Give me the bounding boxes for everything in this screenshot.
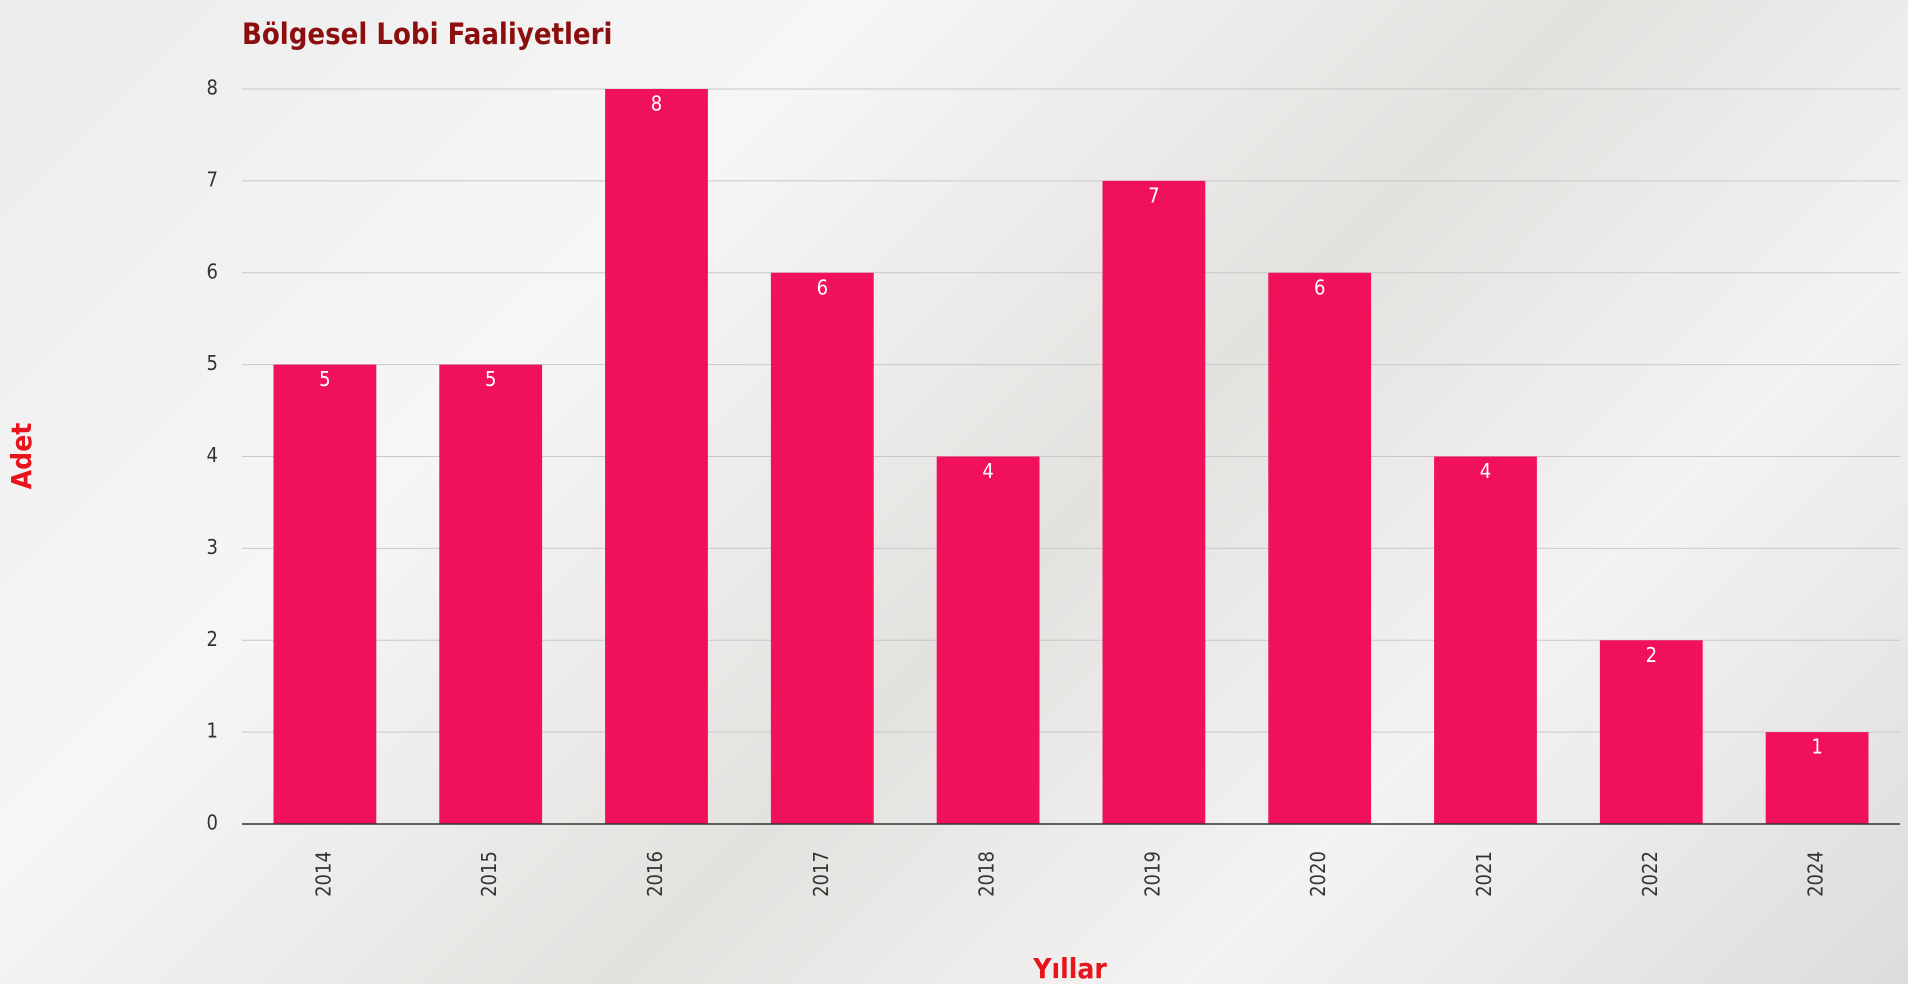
y-tick-label: 3 bbox=[207, 535, 218, 559]
x-axis-label: Yıllar bbox=[1032, 952, 1107, 984]
data-label: 4 bbox=[982, 459, 993, 483]
y-tick-label: 1 bbox=[207, 719, 218, 743]
data-label: 5 bbox=[485, 367, 496, 391]
x-tick-label: 2021 bbox=[1472, 851, 1496, 897]
x-tick-label: 2015 bbox=[477, 851, 501, 897]
y-tick-label: 2 bbox=[207, 627, 218, 651]
page: Bölgesel Lobi Faaliyetleri Yıllar Adet 0… bbox=[0, 0, 1908, 984]
x-tick-label: 2018 bbox=[975, 851, 999, 897]
data-label: 5 bbox=[319, 367, 330, 391]
chart-title: Bölgesel Lobi Faaliyetleri bbox=[242, 17, 612, 51]
x-tick-label: 2017 bbox=[809, 851, 833, 897]
x-tick-label: 2014 bbox=[311, 851, 335, 897]
y-tick-label: 0 bbox=[207, 811, 218, 835]
bar bbox=[937, 457, 1040, 825]
data-label: 8 bbox=[651, 92, 662, 116]
y-axis-label: Adet bbox=[5, 423, 38, 490]
bar bbox=[1103, 181, 1206, 824]
x-tick-label: 2022 bbox=[1638, 851, 1662, 897]
chart: Bölgesel Lobi Faaliyetleri Yıllar Adet 0… bbox=[0, 0, 1908, 984]
bar bbox=[439, 365, 542, 824]
y-tick-label: 7 bbox=[207, 167, 218, 191]
data-label: 6 bbox=[1314, 275, 1325, 299]
y-tick-label: 8 bbox=[207, 76, 218, 100]
bar bbox=[771, 273, 874, 824]
y-tick-label: 4 bbox=[207, 443, 218, 467]
bar bbox=[1268, 273, 1371, 824]
data-label: 7 bbox=[1148, 183, 1159, 207]
data-label: 1 bbox=[1811, 735, 1822, 759]
bar bbox=[274, 365, 377, 824]
bar bbox=[1600, 640, 1703, 824]
y-tick-label: 6 bbox=[207, 259, 218, 283]
data-label: 6 bbox=[817, 275, 828, 299]
data-label: 2 bbox=[1646, 643, 1657, 667]
x-tick-label: 2020 bbox=[1306, 851, 1330, 897]
bar bbox=[605, 89, 708, 824]
bar bbox=[1434, 457, 1537, 825]
x-tick-label: 2019 bbox=[1140, 851, 1164, 897]
x-tick-label: 2016 bbox=[643, 851, 667, 897]
data-label: 4 bbox=[1480, 459, 1491, 483]
y-tick-label: 5 bbox=[207, 351, 218, 375]
x-tick-label: 2024 bbox=[1804, 851, 1828, 897]
